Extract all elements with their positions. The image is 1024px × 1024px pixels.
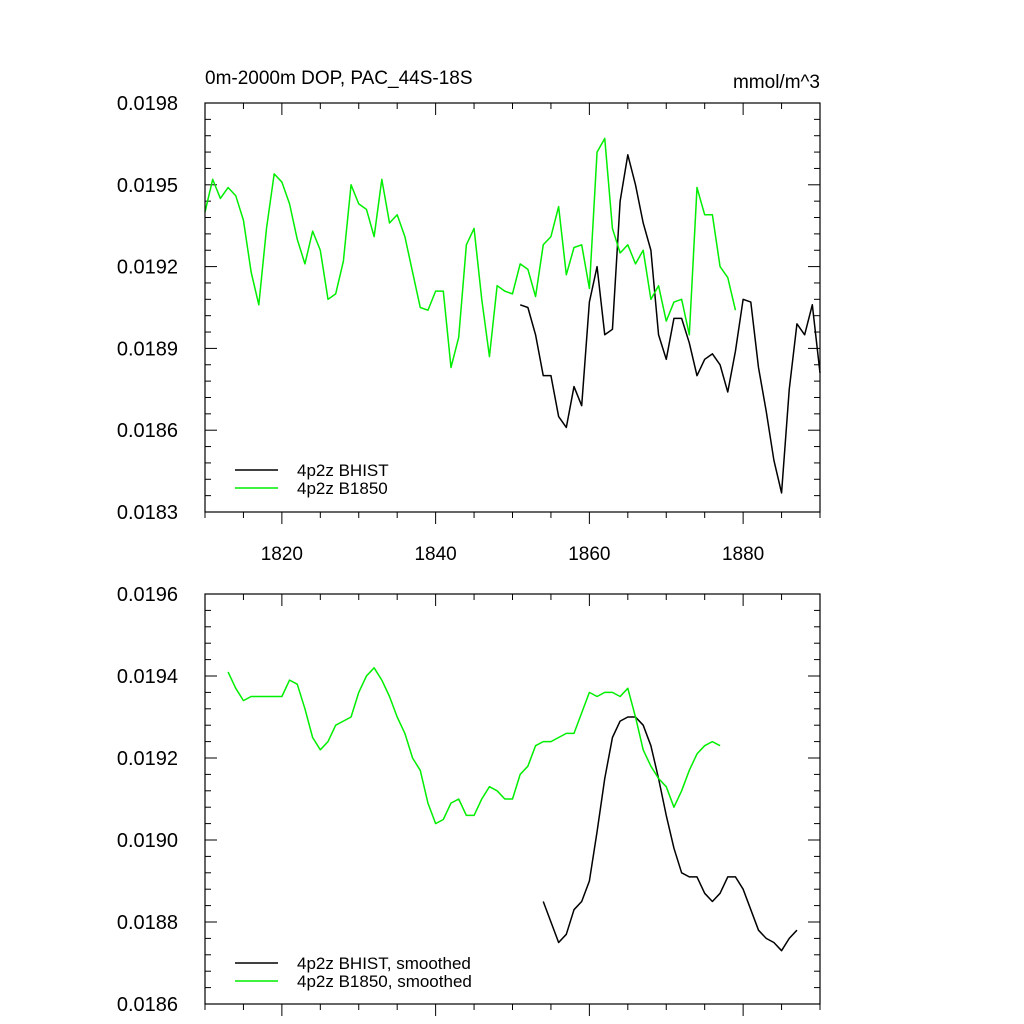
tick-marks — [204, 593, 821, 1016]
legend-label: 4p2z BHIST — [297, 461, 389, 480]
x-tick-label: 1840 — [414, 544, 456, 565]
top-panel: 0m-2000m DOP, PAC_44S-18S mmol/m^3 0.018… — [117, 68, 821, 565]
y-tick-label: 0.0198 — [117, 93, 178, 115]
y-tick-label: 0.0192 — [117, 257, 178, 279]
series-lines — [204, 137, 821, 494]
tick-marks — [204, 102, 821, 524]
tick-labels: 0.0186 0.0188 0.0190 0.0192 0.0194 0.0196 — [117, 584, 178, 1016]
tick-labels: 0.0183 0.0186 0.0189 0.0192 0.0195 0.0198 1820… — [117, 93, 764, 565]
y-tick-label: 0.0186 — [117, 994, 178, 1016]
chart-title: 0m-2000m DOP, PAC_44S-18S — [205, 68, 473, 89]
plot-frame — [204, 593, 821, 1005]
legend-label: 4p2z B1850 — [297, 479, 388, 498]
y-tick-label: 0.0188 — [117, 912, 178, 934]
plot-frame — [204, 102, 821, 513]
units-label: mmol/m^3 — [733, 72, 820, 93]
x-tick-label: 1820 — [261, 544, 303, 565]
y-tick-label: 0.0194 — [117, 666, 178, 688]
series-line-4p2z-bhist-smoothed — [542, 716, 798, 952]
y-tick-label: 0.0189 — [117, 338, 178, 360]
y-tick-label: 0.0195 — [117, 175, 178, 197]
bottom-panel: 0.0186 0.0188 0.0190 0.0192 0.0194 0.0196 4p2… — [117, 584, 821, 1016]
legend-label: 4p2z B1850, smoothed — [297, 972, 472, 991]
y-tick-label: 0.0190 — [117, 830, 178, 852]
x-tick-label: 1880 — [722, 544, 764, 565]
series-lines — [227, 667, 798, 952]
y-tick-label: 0.0186 — [117, 420, 178, 442]
series-line-4p2z-b1850-smoothed — [227, 667, 721, 825]
y-tick-label: 0.0183 — [117, 502, 178, 524]
y-tick-label: 0.0192 — [117, 748, 178, 770]
series-line-4p2z-b1850 — [204, 137, 737, 369]
y-tick-label: 0.0196 — [117, 584, 178, 606]
legend-label: 4p2z BHIST, smoothed — [297, 954, 471, 973]
x-tick-label: 1860 — [568, 544, 610, 565]
series-line-4p2z-bhist — [519, 154, 821, 494]
